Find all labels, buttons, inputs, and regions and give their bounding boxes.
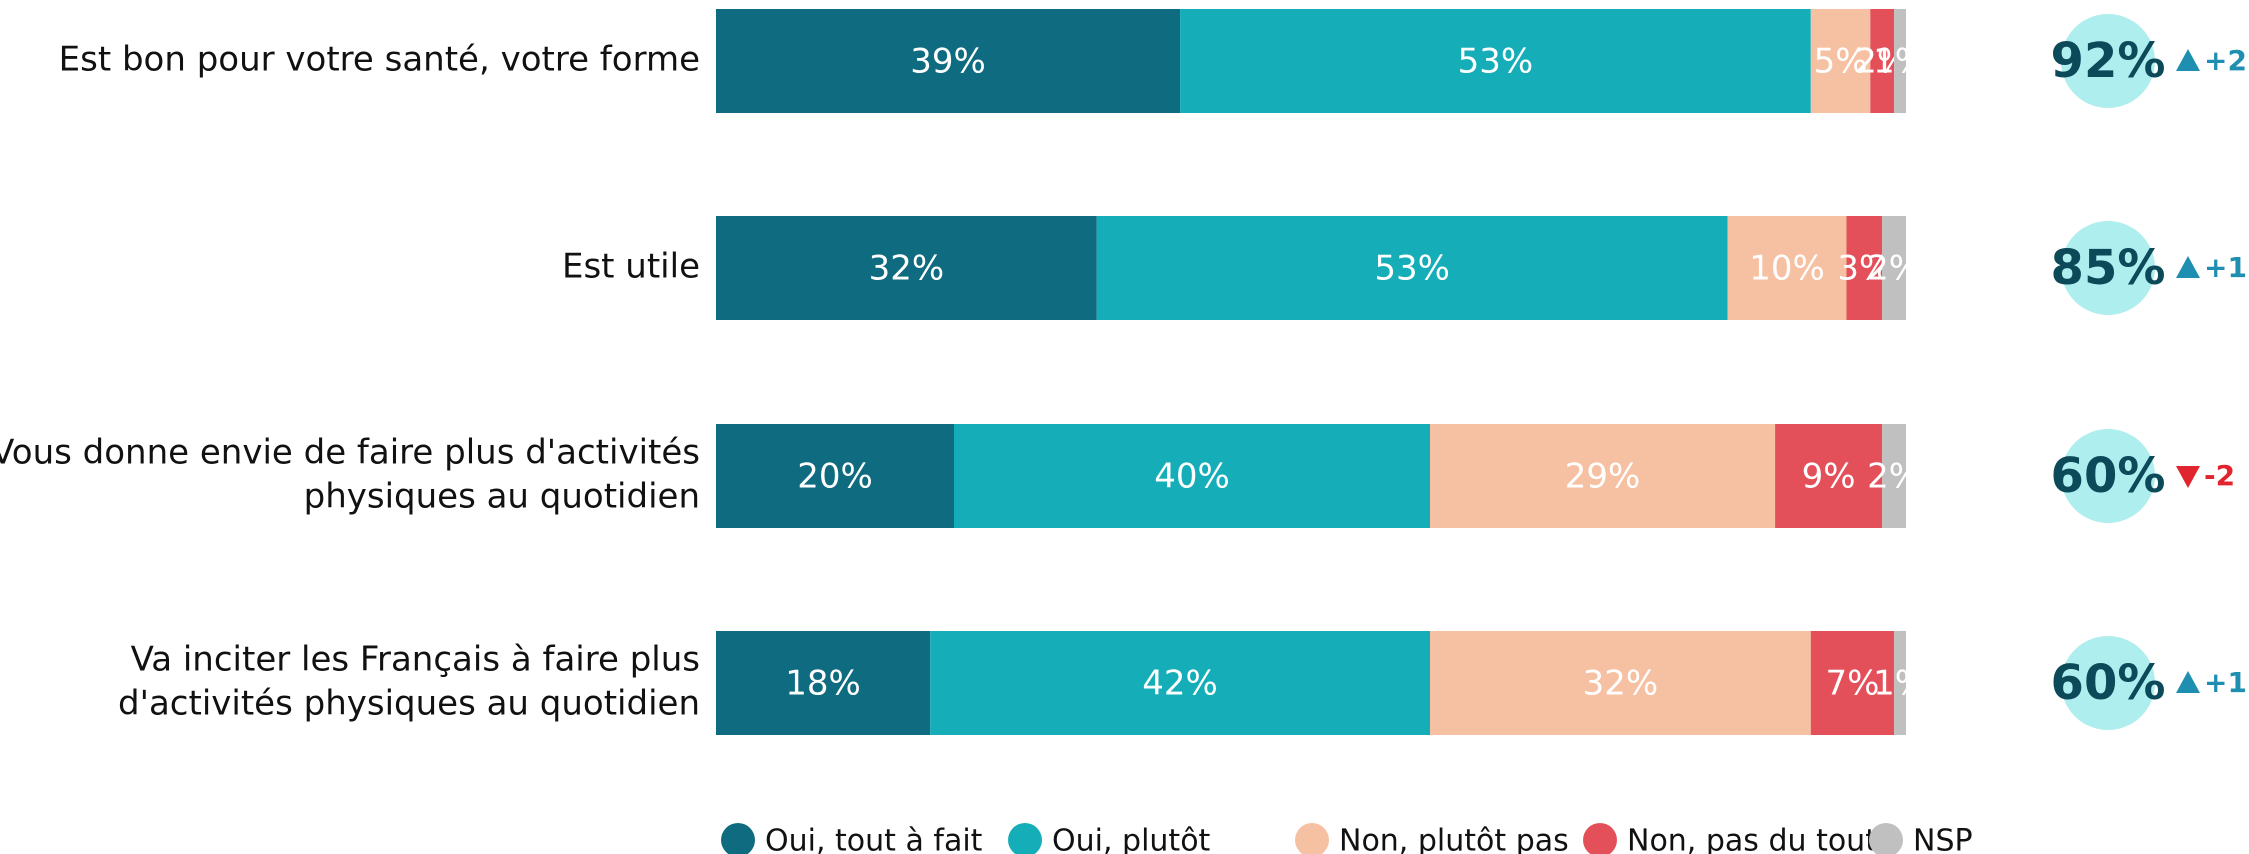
bar-segment [1882,216,1906,320]
value-label: 32% [1583,664,1659,704]
value-label: 5% [1814,42,1868,82]
bar-segment [716,9,1181,113]
bar-segment [1894,9,1906,113]
bar-segment [954,424,1430,528]
change-arrow [2176,466,2200,488]
value-label: 2% [1867,457,1921,497]
bar-segment [1430,631,1811,735]
total-label: 92% [2051,33,2166,89]
bar-segment [1775,424,1883,528]
total-label: 60% [2051,655,2166,711]
change-arrow [2176,49,2200,71]
value-label: 42% [1142,664,1218,704]
bar-segment [1882,424,1906,528]
legend-label: Oui, tout à fait [765,824,983,854]
value-label: 53% [1374,249,1450,289]
legend-label: Non, pas du tout [1627,824,1877,854]
category-label: Est bon pour votre santé, votre forme [59,40,700,80]
category-label: Va inciter les Français à faire plus [131,640,700,680]
total-badge [2061,429,2155,523]
total-badge [2061,636,2155,730]
legend-swatch [1295,823,1329,854]
change-label: -2 [2204,459,2235,492]
value-label: 40% [1154,457,1230,497]
change-arrow [2176,256,2200,278]
bar-segment [716,631,931,735]
value-label: 39% [910,42,986,82]
value-label: 7% [1825,664,1879,704]
legend-swatch [721,823,755,854]
bar-segment [1096,216,1728,320]
value-label: 20% [797,457,873,497]
bar-segment [1180,9,1811,113]
bar-segment [1846,216,1883,320]
change-label: +1 [2204,251,2247,284]
change-arrow [2176,671,2200,693]
bar-segment [930,631,1430,735]
value-label: 29% [1565,457,1641,497]
bar-segment [716,424,954,528]
change-label: +2 [2204,44,2247,77]
legend-swatch [1583,823,1617,854]
value-label: 10% [1749,249,1825,289]
value-label: 32% [869,249,945,289]
value-label: 53% [1458,42,1534,82]
change-label: +1 [2204,666,2247,699]
bar-segment [1430,424,1776,528]
legend-swatch [1008,823,1042,854]
total-label: 60% [2051,448,2166,504]
total-badge [2061,14,2155,108]
legend-swatch [1869,823,1903,854]
value-label: 1% [1873,664,1927,704]
value-label: 2% [1867,249,1921,289]
total-label: 85% [2051,240,2166,296]
bar-segment [716,216,1097,320]
bar-segment [1727,216,1847,320]
legend-label: NSP [1913,824,1973,854]
value-label: 18% [785,664,861,704]
value-label: 1% [1873,42,1927,82]
bar-segment [1870,9,1895,113]
category-label: d'activités physiques au quotidien [118,684,700,724]
category-label: physiques au quotidien [304,477,700,517]
category-label: Est utile [562,247,700,287]
total-badge [2061,221,2155,315]
bar-segment [1894,631,1906,735]
legend-label: Non, plutôt pas [1339,824,1569,854]
value-label: 9% [1802,457,1856,497]
category-label: Vous donne envie de faire plus d'activit… [0,433,700,473]
bar-segment [1810,631,1895,735]
legend-label: Oui, plutôt [1052,824,1211,854]
bar-segment [1810,9,1871,113]
